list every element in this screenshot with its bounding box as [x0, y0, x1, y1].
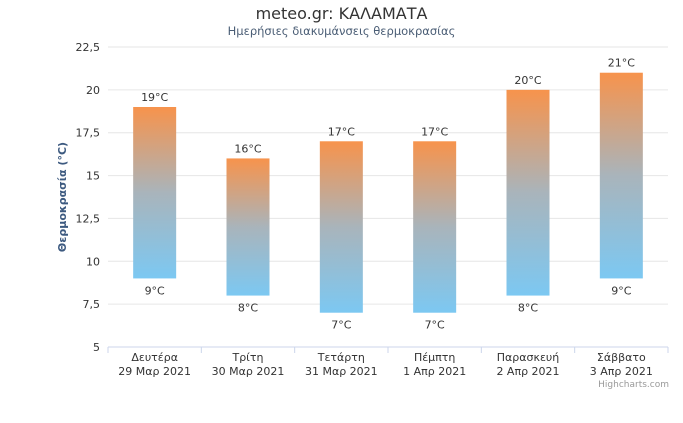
y-tick-label: 15 — [86, 170, 100, 183]
low-temp-label: 8°C — [518, 302, 538, 315]
x-category-date: 1 Απρ 2021 — [403, 365, 466, 378]
high-temp-label: 19°C — [141, 91, 168, 104]
low-temp-label: 7°C — [425, 319, 445, 332]
x-category-day: Πέμπτη — [414, 351, 455, 364]
y-tick-label: 5 — [93, 341, 100, 354]
x-category-date: 29 Μαρ 2021 — [118, 365, 191, 378]
low-temp-label: 7°C — [331, 319, 351, 332]
high-temp-label: 17°C — [328, 125, 355, 138]
x-category-date: 31 Μαρ 2021 — [305, 365, 378, 378]
x-category-day: Δευτέρα — [131, 351, 178, 364]
temperature-bar-5[interactable] — [506, 89, 550, 296]
temperature-bar-2[interactable] — [226, 158, 270, 296]
high-temp-label: 21°C — [608, 57, 635, 70]
y-tick-label: 10 — [86, 255, 100, 268]
y-tick-label: 17,5 — [76, 127, 101, 140]
temperature-bar-6[interactable] — [599, 72, 643, 279]
chart-subtitle: Ημερήσιες διακυμάνσεις θερμοκρασίας — [227, 24, 456, 38]
credits-label[interactable]: Highcharts.com — [598, 380, 669, 390]
temperature-bar-1[interactable] — [133, 107, 177, 279]
y-axis-title: Θερμοκρασία (°C) — [56, 142, 69, 252]
temperature-bar-3[interactable] — [319, 141, 363, 313]
low-temp-label: 9°C — [145, 284, 165, 297]
y-tick-label: 12,5 — [76, 212, 101, 225]
x-category-day: Τρίτη — [231, 351, 263, 364]
y-tick-label: 7,5 — [83, 298, 101, 311]
high-temp-label: 16°C — [234, 142, 261, 155]
x-category-date: 2 Απρ 2021 — [496, 365, 559, 378]
x-category-day: Παρασκευή — [497, 351, 560, 364]
x-category-date: 3 Απρ 2021 — [590, 365, 653, 378]
high-temp-label: 20°C — [514, 74, 541, 87]
y-tick-label: 20 — [86, 84, 100, 97]
low-temp-label: 9°C — [611, 284, 631, 297]
temperature-bar-4[interactable] — [413, 141, 457, 313]
y-tick-label: 22,5 — [76, 41, 101, 54]
x-category-date: 30 Μαρ 2021 — [212, 365, 285, 378]
x-category-day: Τετάρτη — [317, 351, 365, 364]
low-temp-label: 8°C — [238, 302, 258, 315]
x-category-day: Σάββατο — [597, 351, 646, 364]
chart-title: meteo.gr: ΚΑΛΑΜΑΤΑ — [255, 4, 428, 23]
high-temp-label: 17°C — [421, 125, 448, 138]
